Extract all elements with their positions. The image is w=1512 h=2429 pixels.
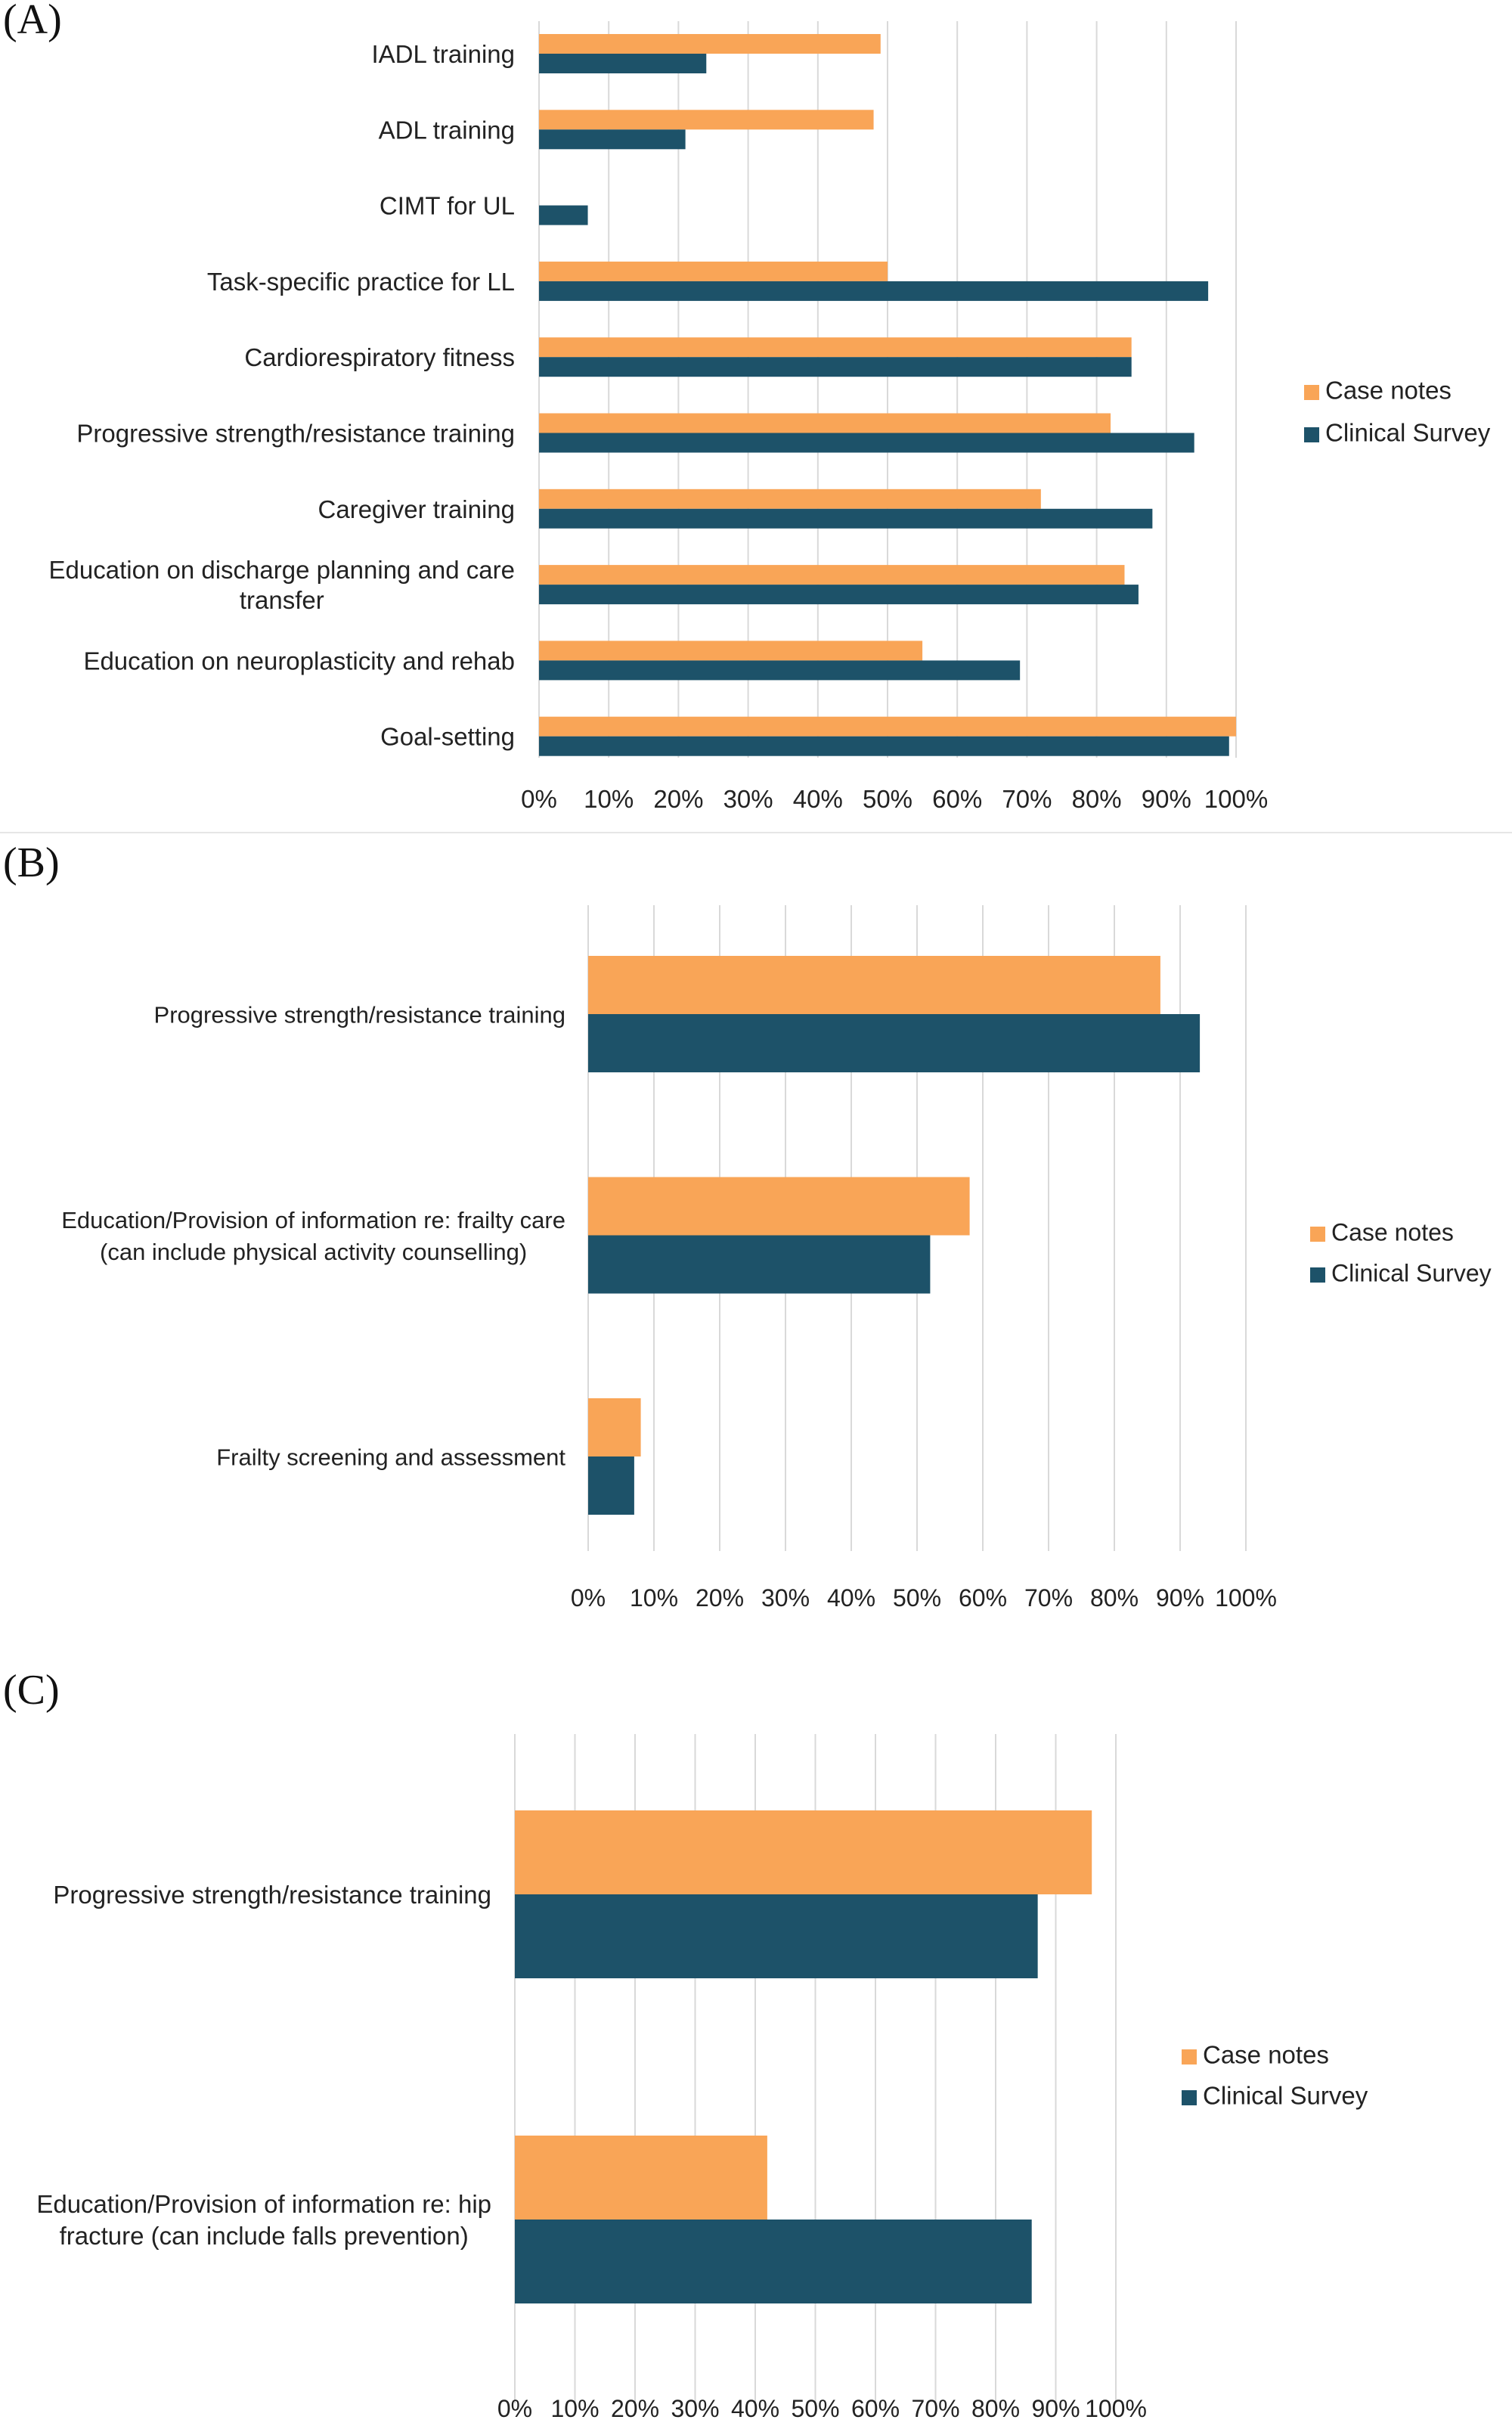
bar-case-notes <box>588 1177 970 1236</box>
tick-label: 70% <box>911 2395 959 2422</box>
tick-label: 40% <box>827 1584 875 1612</box>
legend-label: Clinical Survey <box>1203 2082 1368 2110</box>
legend-label: Case notes <box>1331 1218 1454 1246</box>
bar-clinical-survey <box>515 1894 1038 1978</box>
category-label: Education on discharge planning and care <box>49 556 515 584</box>
category-label: Caregiver training <box>318 495 515 523</box>
legend-label: Clinical Survey <box>1325 419 1491 447</box>
bar-case-notes <box>588 1398 641 1456</box>
category-label: transfer <box>240 586 324 614</box>
tick-label: 30% <box>723 785 773 813</box>
legend-swatch-clinical-survey <box>1310 1267 1325 1283</box>
tick-label: 90% <box>1142 785 1191 813</box>
bar-case-notes <box>539 716 1236 737</box>
category-label: CIMT for UL <box>380 192 515 220</box>
bar-clinical-survey <box>588 1456 634 1515</box>
bar-case-notes <box>539 110 874 130</box>
bar-case-notes <box>539 489 1041 509</box>
tick-label: 60% <box>959 1584 1007 1612</box>
bar-case-notes <box>515 1810 1092 1894</box>
tick-label: 90% <box>1031 2395 1080 2422</box>
bar-clinical-survey <box>539 508 1153 529</box>
tick-label: 10% <box>550 2395 599 2422</box>
bar-clinical-survey <box>515 2220 1032 2303</box>
bar-clinical-survey <box>539 129 686 150</box>
legend-swatch-case-notes <box>1182 2049 1197 2064</box>
tick-label: 40% <box>731 2395 779 2422</box>
category-label: Education/Provision of information re: h… <box>36 2190 491 2218</box>
tick-label: 0% <box>521 785 557 813</box>
bar-case-notes <box>539 34 881 54</box>
tick-label: 0% <box>571 1584 606 1612</box>
category-label: Education on neuroplasticity and rehab <box>83 647 515 675</box>
bar-clinical-survey <box>539 281 1209 301</box>
category-label: Goal-setting <box>380 723 515 751</box>
bar-case-notes <box>539 641 923 661</box>
tick-label: 0% <box>497 2395 532 2422</box>
tick-label: 80% <box>971 2395 1020 2422</box>
bar-clinical-survey <box>539 357 1132 377</box>
tick-label: 50% <box>893 1584 941 1612</box>
bar-clinical-survey <box>539 433 1194 453</box>
tick-label: 30% <box>761 1584 810 1612</box>
tick-label: 20% <box>696 1584 744 1612</box>
bar-clinical-survey <box>539 736 1229 756</box>
tick-label: 70% <box>1002 785 1052 813</box>
category-label: ADL training <box>379 116 515 144</box>
tick-label: 100% <box>1085 2395 1147 2422</box>
category-label: IADL training <box>371 40 515 68</box>
bar-clinical-survey <box>539 205 588 225</box>
category-label: Progressive strength/resistance training <box>53 1881 491 1909</box>
bar-clinical-survey <box>539 660 1021 681</box>
tick-label: 20% <box>611 2395 659 2422</box>
category-label: Frailty screening and assessment <box>216 1444 565 1470</box>
legend-label: Case notes <box>1203 2041 1329 2069</box>
tick-label: 80% <box>1072 785 1122 813</box>
panel-label: (C) <box>3 1667 60 1714</box>
category-label: Task-specific practice for LL <box>207 268 515 296</box>
tick-label: 10% <box>630 1584 678 1612</box>
bar-case-notes <box>588 956 1160 1014</box>
legend-swatch-clinical-survey <box>1182 2090 1197 2105</box>
bar-case-notes <box>539 261 888 281</box>
tick-label: 50% <box>791 2395 839 2422</box>
legend-swatch-clinical-survey <box>1304 427 1319 442</box>
tick-label: 30% <box>671 2395 719 2422</box>
category-label: Education/Provision of information re: f… <box>61 1207 565 1233</box>
tick-label: 40% <box>793 785 843 813</box>
bar-clinical-survey <box>539 54 707 73</box>
tick-label: 20% <box>653 785 703 813</box>
legend-label: Clinical Survey <box>1331 1259 1492 1286</box>
bar-case-notes <box>515 2136 767 2220</box>
bar-case-notes <box>539 337 1132 358</box>
tick-label: 70% <box>1024 1584 1073 1612</box>
bar-clinical-survey <box>588 1014 1201 1072</box>
legend-label: Case notes <box>1325 377 1452 405</box>
bar-case-notes <box>539 565 1125 585</box>
bar-clinical-survey <box>539 585 1139 605</box>
category-label: (can include physical activity counselli… <box>100 1239 527 1265</box>
panel-label: (A) <box>3 0 62 43</box>
tick-label: 90% <box>1156 1584 1204 1612</box>
legend-swatch-case-notes <box>1310 1227 1325 1242</box>
tick-label: 50% <box>863 785 912 813</box>
category-label: Progressive strength/resistance training <box>154 1001 565 1028</box>
tick-label: 60% <box>932 785 982 813</box>
bar-clinical-survey <box>588 1235 931 1294</box>
category-label: fracture (can include falls prevention) <box>60 2222 469 2250</box>
tick-label: 100% <box>1215 1584 1277 1612</box>
panel-label: (B) <box>3 839 60 886</box>
tick-label: 10% <box>584 785 634 813</box>
bar-case-notes <box>539 413 1111 433</box>
legend-swatch-case-notes <box>1304 385 1319 400</box>
category-label: Progressive strength/resistance training <box>76 420 515 448</box>
tick-label: 60% <box>851 2395 900 2422</box>
tick-label: 80% <box>1090 1584 1139 1612</box>
tick-label: 100% <box>1204 785 1268 813</box>
category-label: Cardiorespiratory fitness <box>244 343 515 371</box>
